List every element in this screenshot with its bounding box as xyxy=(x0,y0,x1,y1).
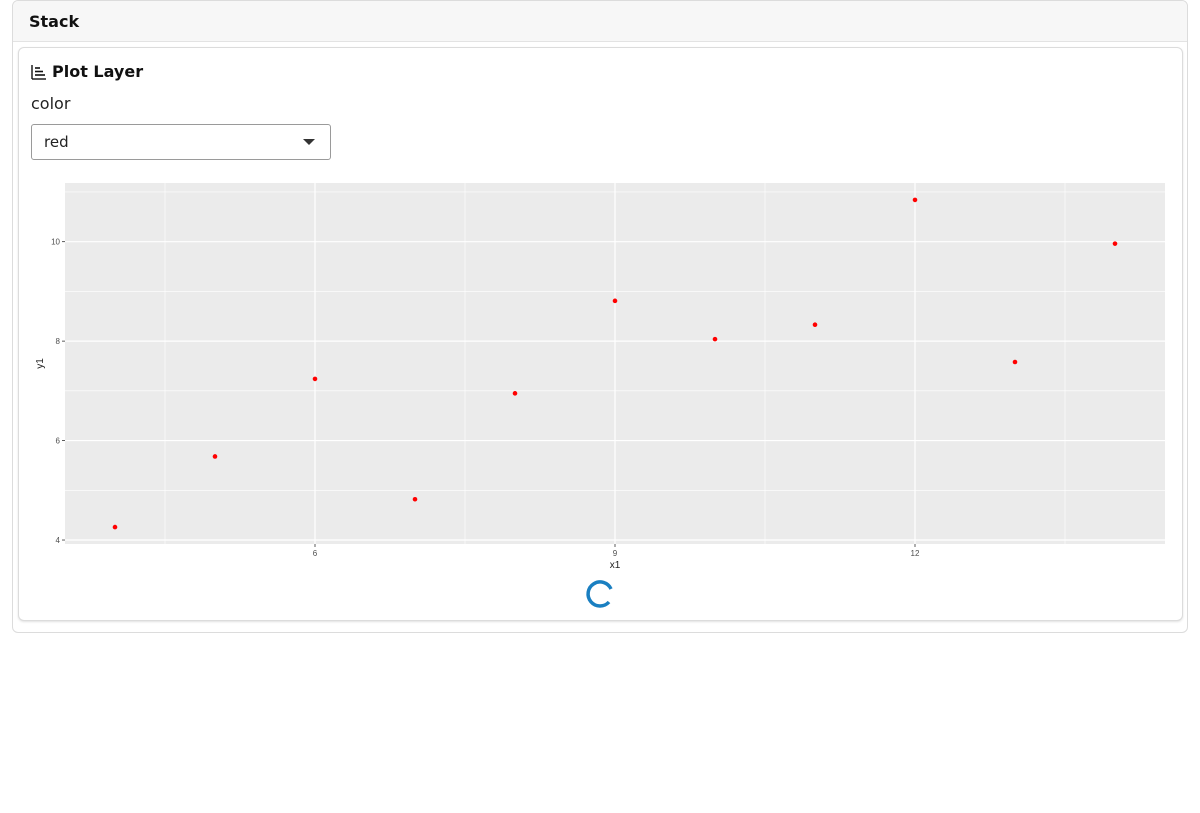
data-point xyxy=(412,496,418,502)
data-point xyxy=(1112,241,1118,246)
scatter-plot: 6 9 12 4 6 8 10 x1 y1 xyxy=(35,183,1165,571)
data-point xyxy=(312,376,318,382)
stack-title: Stack xyxy=(29,11,80,31)
data-point xyxy=(212,454,218,459)
data-point xyxy=(712,336,718,342)
stack-card: Stack Plot Layer color red 6 9 12 4 6 8 10 x1 y1 xyxy=(12,0,1188,633)
data-point xyxy=(912,197,918,203)
y-tick-label: 4 xyxy=(56,536,61,545)
y-axis-label: y1 xyxy=(35,358,46,369)
data-point xyxy=(512,391,518,396)
bar-chart-steps-icon xyxy=(31,64,47,80)
data-point xyxy=(112,524,118,530)
color-select[interactable]: red xyxy=(31,124,331,160)
x-tick-label: 9 xyxy=(613,549,618,558)
stack-header: Stack xyxy=(13,1,1187,42)
color-field-label: color xyxy=(31,94,71,113)
y-tick-label: 6 xyxy=(56,437,61,446)
x-axis-label: x1 xyxy=(610,560,621,571)
color-select-value: red xyxy=(44,133,69,151)
data-point xyxy=(1012,359,1018,365)
layer-title: Plot Layer xyxy=(52,62,144,81)
loading-spinner-icon xyxy=(586,580,613,608)
x-tick-label: 6 xyxy=(313,549,318,558)
plot-layer-card: Plot Layer color red 6 9 12 4 6 8 10 x1 y1 xyxy=(18,47,1183,621)
data-point xyxy=(812,322,818,328)
chevron-down-icon xyxy=(303,139,315,145)
x-tick-label: 12 xyxy=(911,549,920,558)
y-tick-label: 8 xyxy=(56,337,61,346)
data-point xyxy=(612,298,618,304)
y-tick-label: 10 xyxy=(51,238,60,247)
layer-header: Plot Layer xyxy=(31,62,143,81)
